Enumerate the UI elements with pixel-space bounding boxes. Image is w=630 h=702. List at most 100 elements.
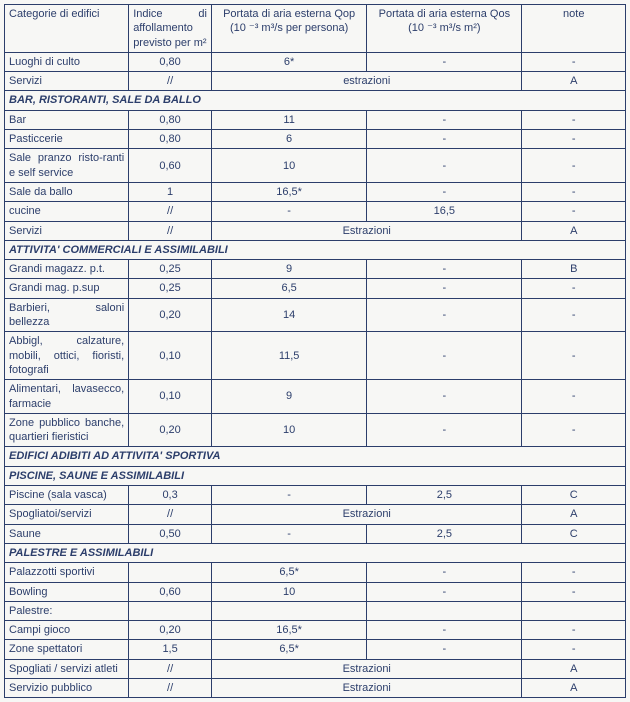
cell-qop: - — [211, 524, 366, 543]
table-row: Bar0,8011-- — [5, 110, 626, 129]
table-row: Barbieri, saloni bellezza0,2014-- — [5, 298, 626, 332]
cell-category: Barbieri, saloni bellezza — [5, 298, 129, 332]
cell-index — [129, 601, 212, 620]
table-header: Categorie di edifici Indice di affollame… — [5, 5, 626, 53]
cell-note: - — [522, 130, 626, 149]
cell-index: // — [129, 505, 212, 524]
header-qos-unit: (10 ⁻³ m³/s m²) — [408, 22, 480, 34]
section-label: ATTIVITA' COMMERCIALI E ASSIMILABILI — [5, 240, 626, 259]
cell-index: // — [129, 678, 212, 697]
cell-qos: - — [367, 279, 522, 298]
cell-category: Zone spettatori — [5, 640, 129, 659]
table-row: Campi gioco0,2016,5*-- — [5, 621, 626, 640]
cell-qop: 10 — [211, 582, 366, 601]
cell-category: Bowling — [5, 582, 129, 601]
cell-note — [522, 601, 626, 620]
cell-qop: 6,5* — [211, 640, 366, 659]
cell-index: 0,60 — [129, 149, 212, 183]
cell-category: Grandi mag. p.sup — [5, 279, 129, 298]
cell-qop: 6 — [211, 130, 366, 149]
cell-category: Spogliati / servizi atleti — [5, 659, 129, 678]
cell-note: - — [522, 621, 626, 640]
cell-qop: - — [211, 202, 366, 221]
cell-index: 0,20 — [129, 298, 212, 332]
cell-category: Zone pubblico banche, quartieri fieristi… — [5, 413, 129, 447]
cell-category: Sale pranzo risto-ranti e self service — [5, 149, 129, 183]
cell-category: Saune — [5, 524, 129, 543]
cell-category: Servizio pubblico — [5, 678, 129, 697]
cell-span: Estrazioni — [211, 221, 522, 240]
cell-index: 0,10 — [129, 332, 212, 380]
cell-index: 0,80 — [129, 52, 212, 71]
table-row: Zone spettatori1,56,5*-- — [5, 640, 626, 659]
cell-note: - — [522, 202, 626, 221]
cell-qos: - — [367, 563, 522, 582]
cell-index: 1,5 — [129, 640, 212, 659]
cell-qop: 14 — [211, 298, 366, 332]
cell-index: 0,20 — [129, 413, 212, 447]
table-row: Palestre: — [5, 601, 626, 620]
table-row: Spogliatoi/servizi//EstrazioniA — [5, 505, 626, 524]
table-row: Sale pranzo risto-ranti e self service0,… — [5, 149, 626, 183]
cell-category: Grandi magazz. p.t. — [5, 260, 129, 279]
cell-index — [129, 563, 212, 582]
cell-index: // — [129, 72, 212, 91]
cell-span: Estrazioni — [211, 678, 522, 697]
table-row: Sale da ballo116,5*-- — [5, 182, 626, 201]
cell-qos: - — [367, 621, 522, 640]
section-label: EDIFICI ADIBITI AD ATTIVITA' SPORTIVA — [5, 447, 626, 466]
cell-qos — [367, 601, 522, 620]
cell-index: // — [129, 659, 212, 678]
cell-qop: 6* — [211, 52, 366, 71]
cell-note: A — [522, 678, 626, 697]
cell-span: Estrazioni — [211, 505, 522, 524]
cell-qos: - — [367, 582, 522, 601]
cell-note: C — [522, 486, 626, 505]
cell-category: Sale da ballo — [5, 182, 129, 201]
cell-note: - — [522, 380, 626, 414]
table-row: Pasticcerie0,806-- — [5, 130, 626, 149]
cell-note: A — [522, 659, 626, 678]
header-qop: Portata di aria esterna Qop (10 ⁻³ m³/s … — [211, 5, 366, 53]
cell-qos: - — [367, 130, 522, 149]
table-row: PISCINE, SAUNE E ASSIMILABILI — [5, 466, 626, 485]
cell-index: // — [129, 221, 212, 240]
cell-index: 0,60 — [129, 582, 212, 601]
section-label: PALESTRE E ASSIMILABILI — [5, 543, 626, 562]
cell-qos: 16,5 — [367, 202, 522, 221]
table-row: BAR, RISTORANTI, SALE DA BALLO — [5, 91, 626, 110]
table-body: Luoghi di culto0,806*--Servizi//estrazio… — [5, 52, 626, 697]
table-row: Servizi//estrazioniA — [5, 72, 626, 91]
table-row: Grandi mag. p.sup0,256,5-- — [5, 279, 626, 298]
cell-span: Estrazioni — [211, 659, 522, 678]
ventilation-table: Categorie di edifici Indice di affollame… — [4, 4, 626, 698]
cell-index: 0,80 — [129, 130, 212, 149]
cell-qos: - — [367, 182, 522, 201]
cell-qop: 11 — [211, 110, 366, 129]
table-row: PALESTRE E ASSIMILABILI — [5, 543, 626, 562]
cell-qos: - — [367, 332, 522, 380]
table-row: Servizio pubblico//EstrazioniA — [5, 678, 626, 697]
cell-qos: - — [367, 149, 522, 183]
cell-qop: 6,5 — [211, 279, 366, 298]
cell-qos: - — [367, 110, 522, 129]
cell-note: - — [522, 332, 626, 380]
cell-qop: 6,5* — [211, 563, 366, 582]
cell-category: Bar — [5, 110, 129, 129]
cell-note: - — [522, 149, 626, 183]
table-row: Piscine (sala vasca)0,3-2,5C — [5, 486, 626, 505]
cell-note: A — [522, 505, 626, 524]
cell-index: // — [129, 202, 212, 221]
cell-index: 0,50 — [129, 524, 212, 543]
cell-note: - — [522, 279, 626, 298]
table-row: Palazzotti sportivi6,5*-- — [5, 563, 626, 582]
table-row: Abbigl, calzature, mobili, ottici, fiori… — [5, 332, 626, 380]
cell-qos: - — [367, 413, 522, 447]
table-row: Spogliati / servizi atleti//EstrazioniA — [5, 659, 626, 678]
cell-category: Campi gioco — [5, 621, 129, 640]
cell-note: - — [522, 298, 626, 332]
cell-category: Palestre: — [5, 601, 129, 620]
header-note: note — [522, 5, 626, 53]
cell-qop: 16,5* — [211, 182, 366, 201]
table-row: cucine//-16,5- — [5, 202, 626, 221]
